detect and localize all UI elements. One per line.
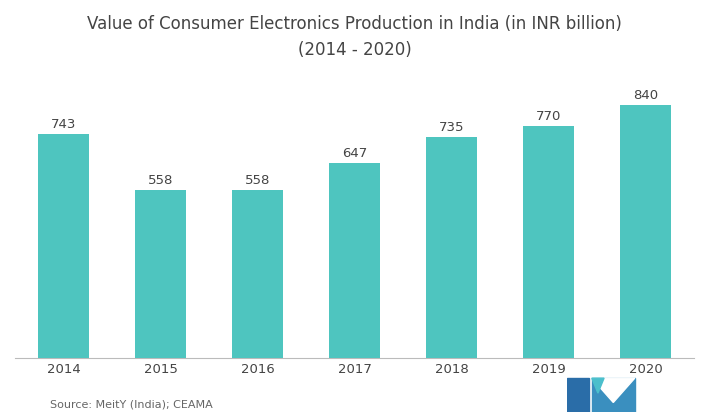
Text: Source: MeitY (India); CEAMA: Source: MeitY (India); CEAMA xyxy=(50,400,213,410)
Text: 840: 840 xyxy=(633,89,658,102)
Bar xyxy=(135,190,186,358)
Text: 558: 558 xyxy=(245,174,270,187)
Polygon shape xyxy=(592,378,635,403)
Bar xyxy=(523,126,574,358)
Text: 647: 647 xyxy=(342,147,367,160)
Polygon shape xyxy=(567,378,588,412)
Text: 735: 735 xyxy=(439,121,464,134)
Bar xyxy=(620,105,671,358)
Text: 770: 770 xyxy=(536,110,562,123)
Text: 558: 558 xyxy=(147,174,173,187)
Polygon shape xyxy=(592,378,635,412)
Bar xyxy=(426,136,476,358)
Bar xyxy=(233,190,283,358)
Bar xyxy=(38,134,89,358)
Polygon shape xyxy=(592,378,604,393)
Text: 743: 743 xyxy=(51,118,76,131)
Bar xyxy=(329,163,380,358)
Title: Value of Consumer Electronics Production in India (in INR billion)
(2014 - 2020): Value of Consumer Electronics Production… xyxy=(87,15,622,59)
